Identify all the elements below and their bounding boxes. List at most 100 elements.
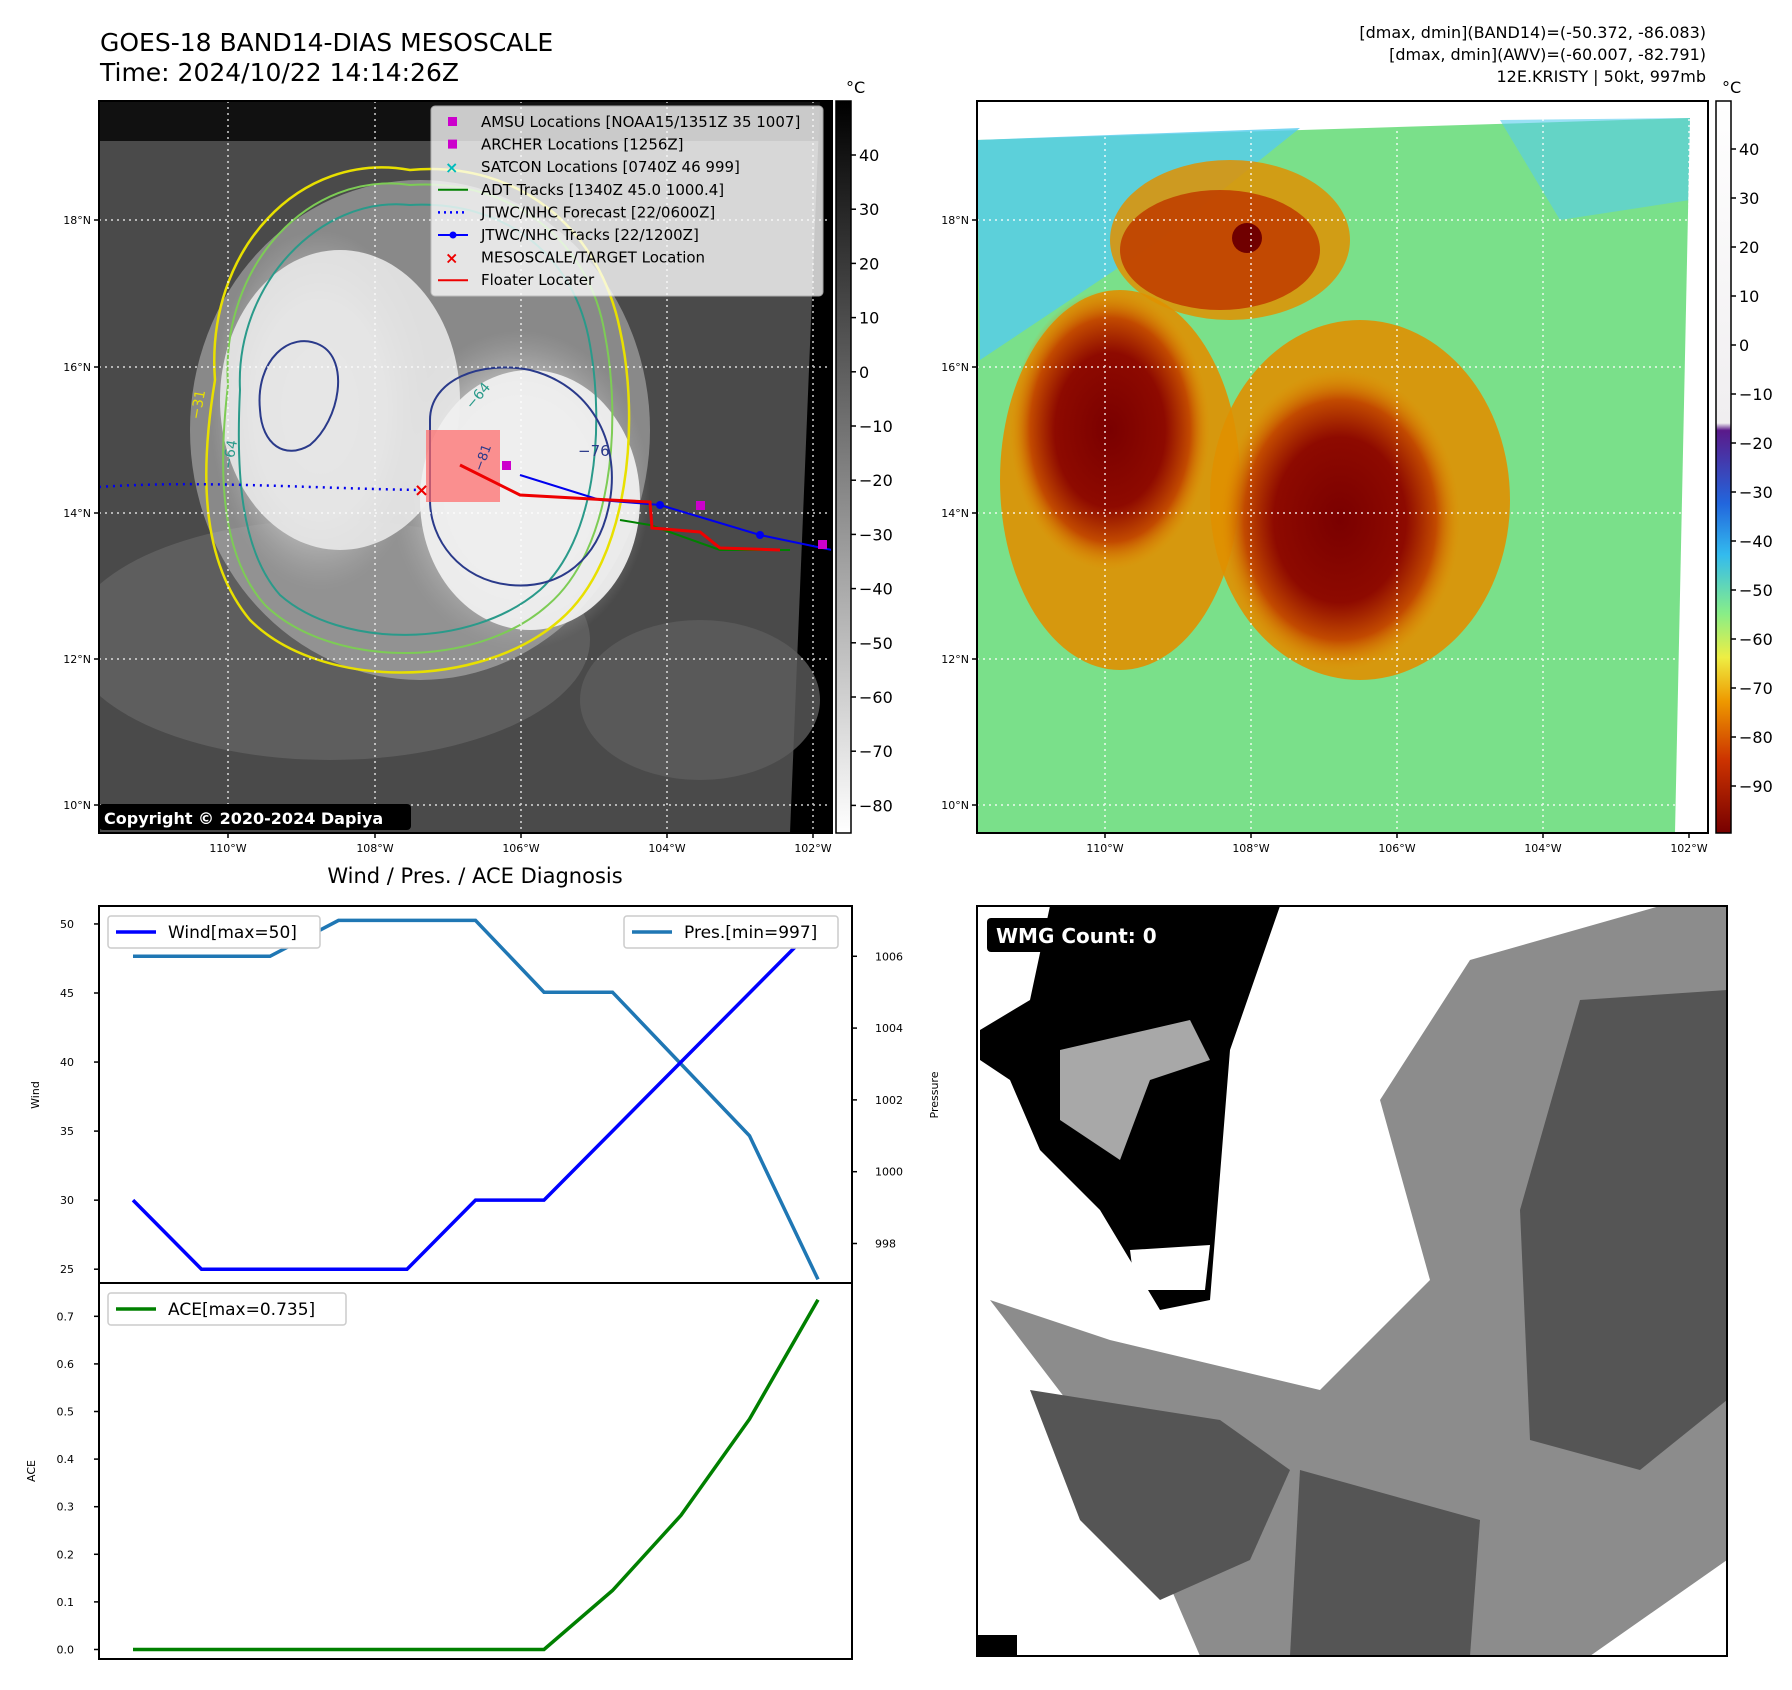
pressure-axis-label: Pressure bbox=[928, 1071, 941, 1118]
wind-tick-label: 40 bbox=[60, 1056, 74, 1069]
lon-tick-label: 106°W bbox=[502, 842, 539, 855]
ir-colorbar bbox=[835, 100, 852, 834]
ace-tick-label: 0.4 bbox=[57, 1453, 75, 1466]
colorbar-tick-label: 0 bbox=[859, 363, 869, 382]
colorbar-tick-label: −80 bbox=[859, 796, 893, 815]
ace-axes bbox=[98, 1282, 853, 1660]
legend-item: ADT Tracks [1340Z 45.0 1000.4] bbox=[438, 181, 724, 199]
wmg-count: WMG Count: 0 bbox=[996, 924, 1157, 948]
wind-tick-label: 45 bbox=[60, 987, 74, 1000]
colorbar-tick-label: 0 bbox=[1739, 336, 1749, 355]
wind-tick-label: 30 bbox=[60, 1194, 74, 1207]
colorbar-tick-label: −20 bbox=[859, 471, 893, 490]
lat-tick-label: 18°N bbox=[941, 214, 969, 227]
colorbar-tick-label: −30 bbox=[1739, 483, 1773, 502]
figure-title: GOES-18 BAND14-DIAS MESOSCALE bbox=[100, 28, 553, 57]
colorbar-tick-label: 40 bbox=[1739, 140, 1759, 159]
diagnosis-title: Wind / Pres. / ACE Diagnosis bbox=[327, 864, 622, 888]
colorbar-tick-label: −40 bbox=[1739, 532, 1773, 551]
legend-label: MESOSCALE/TARGET Location bbox=[481, 249, 705, 267]
wind-series-line bbox=[131, 922, 820, 1271]
lon-tick-label: 108°W bbox=[1232, 842, 1269, 855]
ace-tick-label: 0.3 bbox=[57, 1501, 75, 1514]
contour-label: −76 bbox=[578, 442, 610, 460]
colorbar-tick-label: 10 bbox=[859, 309, 879, 328]
colorbar-tick-label: −50 bbox=[859, 634, 893, 653]
legend-item: JTWC/NHC Forecast [22/0600Z] bbox=[438, 203, 715, 221]
lon-tick-label: 102°W bbox=[794, 842, 831, 855]
wind-tick-label: 25 bbox=[60, 1263, 74, 1276]
contour-label: −31 bbox=[188, 389, 209, 421]
pressure-tick-label: 1004 bbox=[875, 1022, 903, 1035]
legend-item: Floater Locater bbox=[438, 271, 595, 289]
copyright: Copyright © 2020-2024 Dapiya bbox=[104, 809, 383, 828]
wind-pres-axes bbox=[98, 905, 853, 1284]
colorbar-tick-label: −50 bbox=[1739, 581, 1773, 600]
lat-tick-label: 10°N bbox=[941, 799, 969, 812]
legend-label: ACE[max=0.735] bbox=[168, 1300, 315, 1320]
ir-legend-box bbox=[430, 105, 824, 297]
figure-time: Time: 2024/10/22 14:14:26Z bbox=[99, 58, 459, 87]
ace-series-line bbox=[133, 1298, 820, 1652]
colorbar-tick-label: −20 bbox=[1739, 434, 1773, 453]
ace-legend: ACE[max=0.735] bbox=[107, 1292, 347, 1326]
legend-marker: × bbox=[445, 158, 458, 177]
rainbow-map bbox=[977, 101, 1708, 833]
colorbar-tick-label: −70 bbox=[859, 742, 893, 761]
legend-item: JTWC/NHC Tracks [22/1200Z] bbox=[438, 226, 699, 244]
lat-tick-label: 18°N bbox=[63, 214, 91, 227]
legend-label: AMSU Locations [NOAA15/1351Z 35 1007] bbox=[481, 113, 800, 131]
ace-tick-label: 0.2 bbox=[57, 1548, 75, 1561]
wind-tick-label: 35 bbox=[60, 1125, 74, 1138]
colorbar-tick-label: −30 bbox=[859, 525, 893, 544]
legend-label: JTWC/NHC Forecast [22/0600Z] bbox=[480, 203, 715, 221]
legend-label: ADT Tracks [1340Z 45.0 1000.4] bbox=[481, 181, 724, 199]
legend-label: Pres.[min=997] bbox=[684, 923, 817, 943]
dmax-band14: [dmax, dmin](BAND14)=(-50.372, -86.083) bbox=[1359, 23, 1706, 42]
legend-label: ARCHER Locations [1256Z] bbox=[481, 136, 684, 154]
ace-axis-label: ACE bbox=[25, 1460, 38, 1482]
legend-label: SATCON Locations [0740Z 46 999] bbox=[481, 158, 740, 176]
lat-tick-label: 10°N bbox=[63, 799, 91, 812]
wind-legend: Wind[max=50] bbox=[107, 915, 321, 949]
dmax-awv: [dmax, dmin](AWV)=(-60.007, -82.791) bbox=[1389, 45, 1706, 64]
lon-tick-label: 106°W bbox=[1378, 842, 1415, 855]
colorbar-tick-label: 40 bbox=[859, 146, 879, 165]
colorbar-tick-label: −90 bbox=[1739, 777, 1773, 796]
lon-tick-label: 104°W bbox=[648, 842, 685, 855]
ace-tick-label: 0.7 bbox=[57, 1310, 75, 1323]
pressure-tick-label: 1002 bbox=[875, 1094, 903, 1107]
lat-tick-label: 16°N bbox=[941, 361, 969, 374]
ace-tick-label: 0.0 bbox=[57, 1643, 75, 1656]
colorbar-tick-label: −60 bbox=[859, 688, 893, 707]
lon-tick-label: 108°W bbox=[356, 842, 393, 855]
colorbar-tick-label: 30 bbox=[1739, 189, 1759, 208]
pressure-legend: Pres.[min=997] bbox=[623, 915, 839, 949]
colorbar-tick-label: −70 bbox=[1739, 679, 1773, 698]
lon-tick-label: 110°W bbox=[209, 842, 246, 855]
legend-marker bbox=[448, 139, 457, 149]
colorbar-tick-label: 10 bbox=[1739, 287, 1759, 306]
colorbar-tick-label: 20 bbox=[1739, 238, 1759, 257]
ace-tick-label: 0.1 bbox=[57, 1596, 75, 1609]
lat-tick-label: 12°N bbox=[63, 653, 91, 666]
legend-marker bbox=[448, 117, 457, 126]
ace-tick-label: 0.6 bbox=[57, 1358, 75, 1371]
lat-tick-label: 14°N bbox=[941, 507, 969, 520]
colorbar-tick-label: −40 bbox=[859, 580, 893, 599]
colorbar-tick-label: 30 bbox=[859, 200, 879, 219]
legend-item: AMSU Locations [NOAA15/1351Z 35 1007] bbox=[448, 113, 800, 131]
lon-tick-label: 104°W bbox=[1524, 842, 1561, 855]
lon-tick-label: 102°W bbox=[1670, 842, 1707, 855]
ace-tick-label: 0.5 bbox=[57, 1406, 75, 1419]
legend-item: ARCHER Locations [1256Z] bbox=[448, 136, 684, 154]
legend-label: Wind[max=50] bbox=[168, 923, 297, 943]
wind-tick-label: 50 bbox=[60, 918, 74, 931]
rainbow-colorbar bbox=[1715, 100, 1732, 834]
ir-map: × −31 −64 −64 −76 −81 AMSU Locations [NO… bbox=[99, 101, 832, 833]
pressure-tick-label: 1006 bbox=[875, 950, 903, 963]
colorbar-tick-label: −10 bbox=[859, 417, 893, 436]
wind-axis-label: Wind bbox=[29, 1081, 42, 1109]
pressure-tick-label: 1000 bbox=[875, 1166, 903, 1179]
legend-label: JTWC/NHC Tracks [22/1200Z] bbox=[480, 226, 699, 244]
